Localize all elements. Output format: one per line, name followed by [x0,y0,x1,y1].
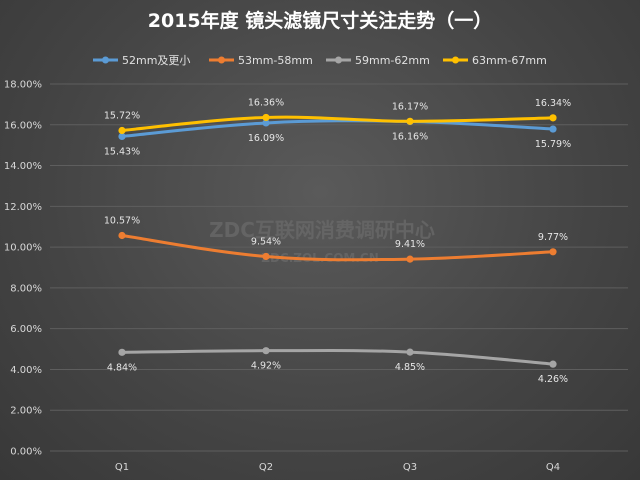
y-tick-label: 2.00% [10,406,42,417]
data-point [118,132,126,140]
legend-swatch-marker [335,56,342,64]
legend-label: 52mm及更小 [122,54,190,67]
data-point [549,360,557,368]
x-tick-label: Q4 [546,462,560,473]
data-label: 4.84% [107,362,137,373]
data-label: 10.57% [104,215,140,226]
series-line [120,119,555,138]
legend-label: 53mm-58mm [238,54,313,67]
x-axis: Q1 Q2 Q3 Q4 [115,462,560,473]
y-tick-label: 8.00% [10,283,42,294]
data-label: 9.41% [395,239,425,250]
data-point [262,252,270,261]
data-label: 9.77% [538,232,568,243]
data-point [549,248,557,256]
y-tick-label: 10.00% [4,243,42,254]
legend-swatch-marker [218,56,225,64]
gridlines [50,83,628,452]
data-label: 16.09% [248,133,284,144]
series-line [120,115,555,132]
data-point [406,348,414,356]
data-point [118,231,126,240]
data-label: 4.92% [251,361,281,372]
x-tick-label: Q2 [259,462,273,473]
legend-swatch-marker [102,56,109,64]
legend-label: 59mm-62mm [355,54,430,67]
data-label: 15.43% [104,146,140,157]
series-group [118,113,557,368]
data-label: 16.36% [248,97,284,108]
data-label: 16.34% [535,98,571,109]
data-labels: 15.43% 16.09% 16.16% 15.79% 10.57% 9.54% 9.41%… [104,97,571,385]
y-tick-label: 16.00% [4,120,42,131]
data-point [118,348,126,356]
data-label: 16.17% [392,101,428,112]
data-label: 4.26% [538,374,568,385]
watermark-main: ZDC互联网消费调研中心 [209,218,435,242]
legend: 52mm及更小 53mm-58mm 59mm-62mm 63mm-67mm [93,54,547,67]
data-point [406,255,414,263]
series-line [120,348,555,366]
data-point [262,113,270,122]
series-line [120,233,555,262]
legend-label: 63mm-67mm [472,54,547,67]
y-axis: 0.00% 2.00% 4.00% 6.00% 8.00% 10.00% 12.00% 14.… [4,80,42,458]
watermark: ZDC互联网消费调研中心 ZDC.ZOL.COM.CN [209,218,435,265]
y-tick-label: 0.00% [10,447,42,458]
x-tick-label: Q1 [115,462,129,473]
data-label: 15.72% [104,110,140,121]
data-label: 4.85% [395,362,425,373]
data-point [118,126,126,135]
data-label: 9.54% [251,236,281,247]
x-tick-label: Q3 [403,462,417,473]
y-tick-label: 4.00% [10,365,42,376]
legend-swatch-marker [452,56,459,64]
data-point [262,347,270,355]
data-point [549,114,557,122]
data-point [549,125,557,133]
y-tick-label: 18.00% [4,80,42,91]
chart-title: 2015年度 镜头滤镜尺寸关注走势（一） [148,9,493,32]
data-label: 15.79% [535,139,571,150]
data-point [406,117,414,125]
y-tick-label: 14.00% [4,161,42,172]
y-tick-label: 12.00% [4,202,42,213]
data-label: 16.16% [392,132,428,143]
data-point [262,119,270,127]
y-tick-label: 6.00% [10,324,42,335]
